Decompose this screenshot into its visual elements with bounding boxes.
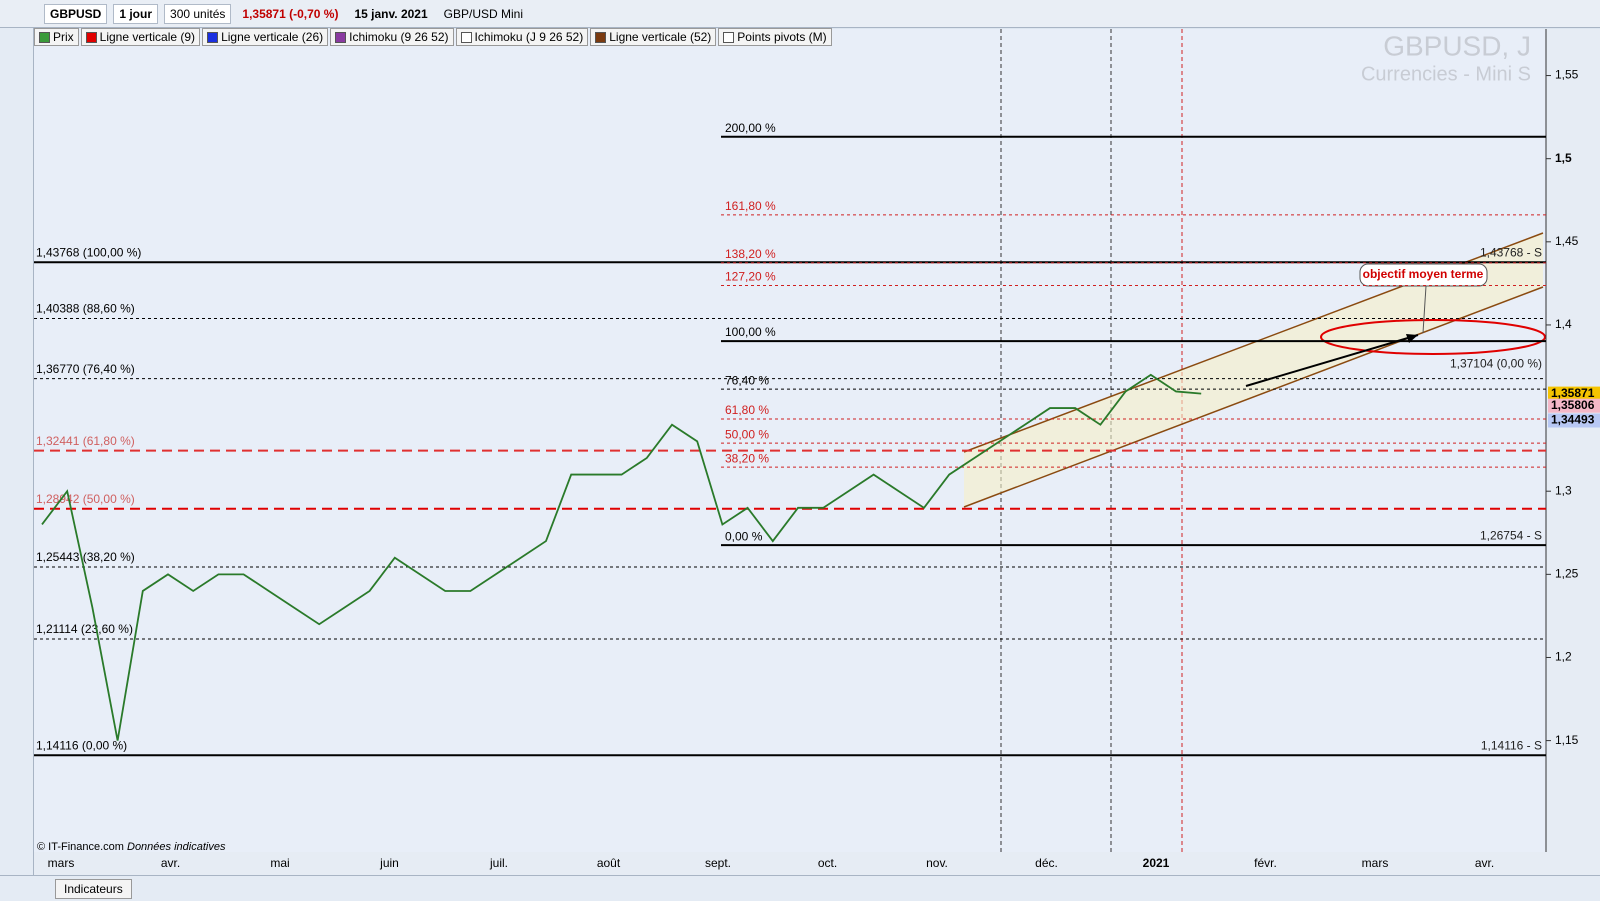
channel-line xyxy=(963,286,1544,508)
price-tag-label: 1,35871 xyxy=(1551,386,1595,400)
level-label: 1,43768 (100,00 %) xyxy=(36,245,141,259)
price-tag-label: 1,35806 xyxy=(1551,398,1595,412)
channel-fill xyxy=(964,233,1543,507)
legend: Prix Ligne verticale (9) Ligne verticale (… xyxy=(34,28,832,46)
right-level-label: 1,14116 - S xyxy=(1481,738,1542,752)
legend-label: Ichimoku (J 9 26 52) xyxy=(474,30,584,44)
legend-item[interactable]: Ligne verticale (52) xyxy=(590,28,717,46)
legend-swatch xyxy=(460,31,472,43)
legend-label: Prix xyxy=(53,30,74,44)
x-tick-label: juin xyxy=(379,856,399,870)
level-label: 1,36770 (76,40 %) xyxy=(36,362,135,376)
copyright: © IT-Finance.com xyxy=(37,841,124,853)
instrument: GBP/USD Mini xyxy=(443,6,523,21)
level-label: 1,14116 (0,00 %) xyxy=(36,738,127,752)
projection-label: 127,20 % xyxy=(725,270,776,284)
symbol[interactable]: GBPUSD xyxy=(44,3,108,24)
x-tick-label: mars xyxy=(48,856,75,870)
projection-label: 50,00 % xyxy=(725,427,769,441)
projection-label: 0,00 % xyxy=(725,529,763,543)
legend-swatch xyxy=(723,31,735,43)
level-label: 1,21114 (23,60 %) xyxy=(36,622,133,636)
x-tick-label: févr. xyxy=(1254,856,1277,870)
legend-label: Points pivots (M) xyxy=(737,30,827,44)
x-tick-label: août xyxy=(597,856,621,870)
right-level-label: 1,26754 - S xyxy=(1480,528,1542,542)
legend-item[interactable]: Ligne verticale (9) xyxy=(80,28,201,46)
projection-label: 61,80 % xyxy=(725,403,769,417)
legend-swatch xyxy=(595,31,607,43)
indicators-button[interactable]: Indicateurs xyxy=(55,879,132,899)
y-tick-label: 1,2 xyxy=(1555,650,1572,664)
note: Données indicatives xyxy=(127,841,226,853)
projection-label: 138,20 % xyxy=(725,247,776,261)
x-tick-label: déc. xyxy=(1035,856,1058,870)
price-tag xyxy=(1548,386,1600,401)
x-tick-label: avr. xyxy=(1475,856,1494,870)
x-tick-label: sept. xyxy=(705,856,731,870)
right-level-label: 1,43768 - S xyxy=(1480,245,1542,259)
level-label: 1,28942 (50,00 %) xyxy=(36,492,135,506)
legend-swatch xyxy=(85,31,97,43)
y-tick-label: 1,15 xyxy=(1555,733,1579,747)
x-tick-label: oct. xyxy=(818,856,837,870)
projection-label: 38,20 % xyxy=(725,451,769,465)
projection-label: 161,80 % xyxy=(725,199,776,213)
y-tick-label: 1,45 xyxy=(1555,234,1579,248)
toolbar: GBPUSD 1 jour 300 unités 1,35871 (-0,70 … xyxy=(0,0,1600,28)
projection-label: 100,00 % xyxy=(725,325,776,339)
legend-item[interactable]: Ichimoku (9 26 52) xyxy=(330,28,454,46)
tool-panel xyxy=(0,28,34,876)
level-label: 1,32441 (61,80 %) xyxy=(36,434,135,448)
target-ellipse xyxy=(1320,319,1546,355)
y-tick-label: 1,3 xyxy=(1555,483,1572,497)
legend-swatch xyxy=(39,31,50,43)
watermark-subtitle: Currencies - Mini S xyxy=(1361,63,1531,85)
legend-item[interactable]: Ligne verticale (26) xyxy=(202,28,329,46)
level-label: 1,40388 (88,60 %) xyxy=(36,302,135,316)
price-tag xyxy=(1548,413,1600,428)
legend-swatch xyxy=(335,31,347,43)
date: 15 janv. 2021 xyxy=(354,6,428,21)
x-tick-label: juil. xyxy=(489,856,508,870)
legend-label: Ligne verticale (26) xyxy=(221,30,324,44)
x-tick-label: nov. xyxy=(926,856,948,870)
x-axis-bg xyxy=(34,852,1546,875)
arrow xyxy=(1245,334,1419,387)
y-tick-label: 1,55 xyxy=(1555,68,1579,82)
y-tick-label: 1,25 xyxy=(1555,567,1579,581)
x-tick-label: avr. xyxy=(161,856,180,870)
annotation: objectif moyen terme xyxy=(1363,267,1484,281)
plot-bg xyxy=(34,29,1546,852)
right-level-label: 1,37104 (0,00 %) xyxy=(1450,356,1542,370)
x-tick-label: mars xyxy=(1362,856,1389,870)
level-label: 1,25443 (38,20 %) xyxy=(36,550,135,564)
projection-label: 200,00 % xyxy=(725,121,776,135)
projection-label: 76,40 % xyxy=(725,373,769,387)
legend-item[interactable]: Points pivots (M) xyxy=(718,28,832,46)
y-axis-bg xyxy=(1546,29,1600,875)
x-tick-label: 2021 xyxy=(1143,856,1170,870)
units[interactable]: 300 unités xyxy=(164,3,232,24)
watermark-title: GBPUSD, J xyxy=(1383,30,1531,61)
legend-label: Ligne verticale (9) xyxy=(99,30,196,44)
legend-swatch xyxy=(207,31,219,43)
y-tick-label: 1,5 xyxy=(1555,151,1572,165)
period[interactable]: 1 jour xyxy=(113,3,159,24)
price-line xyxy=(41,373,1202,741)
y-tick-label: 1,4 xyxy=(1555,317,1572,331)
bottom-bar: Indicateurs xyxy=(0,875,1600,901)
legend-label: Ligne verticale (52) xyxy=(609,30,712,44)
legend-label: Ichimoku (9 26 52) xyxy=(349,30,449,44)
price-tag-label: 1,34493 xyxy=(1551,413,1595,427)
price-tag xyxy=(1548,398,1600,413)
legend-item[interactable]: Prix xyxy=(34,28,79,46)
x-tick-label: mai xyxy=(270,856,289,870)
legend-item[interactable]: Ichimoku (J 9 26 52) xyxy=(455,28,589,46)
price: 1,35871 (-0,70 %) xyxy=(242,6,339,21)
annotation-pointer xyxy=(1422,285,1427,334)
